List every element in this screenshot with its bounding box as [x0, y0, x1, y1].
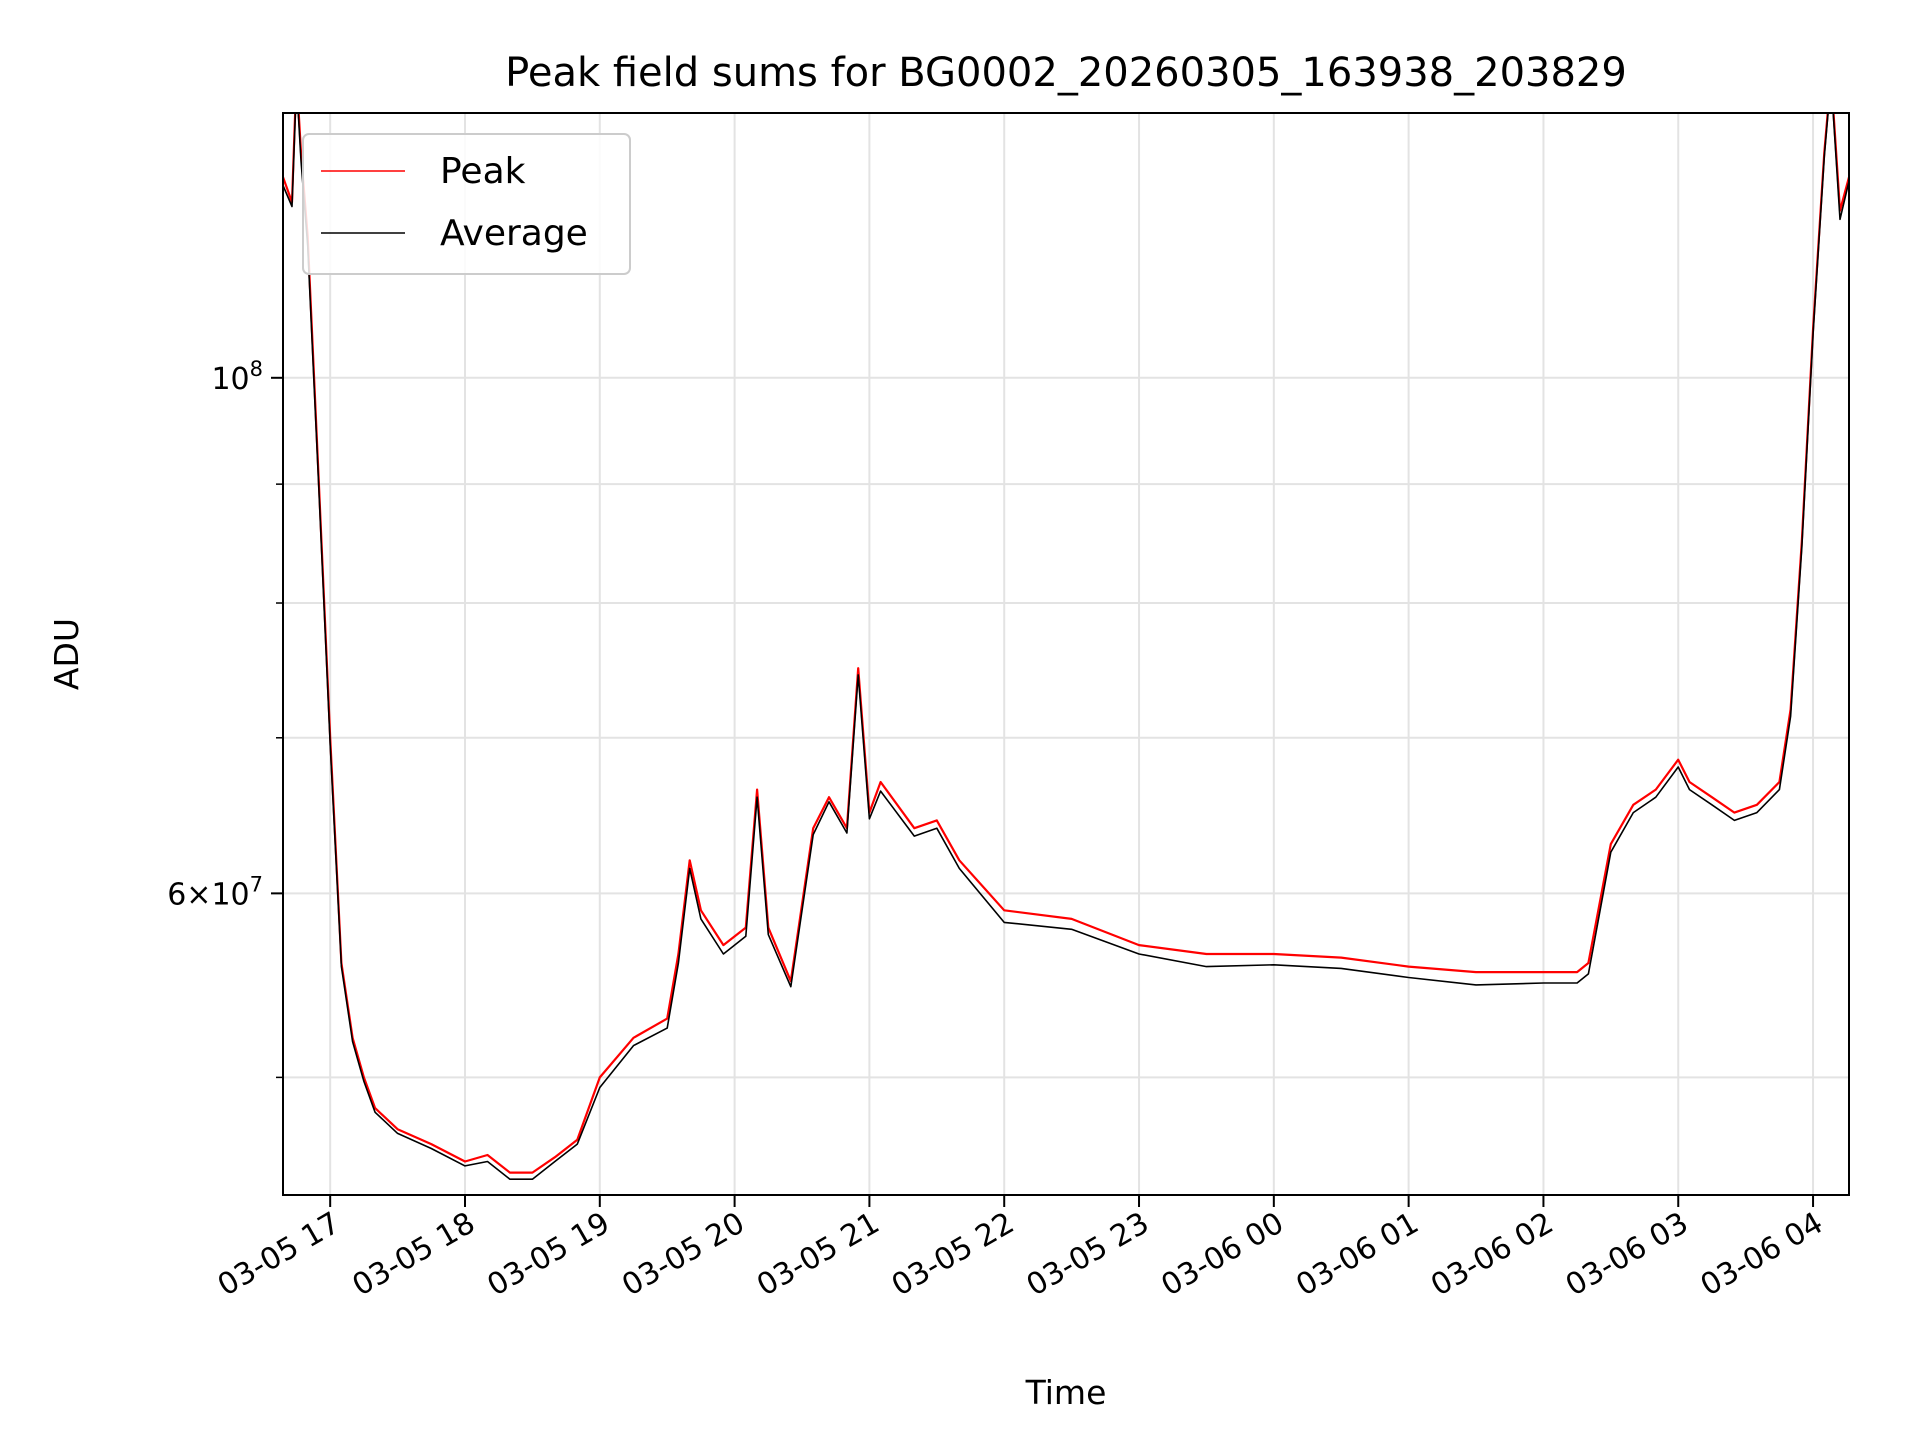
y-tick-label: 108 — [211, 357, 263, 397]
y-tick-label: 6×107 — [167, 872, 263, 912]
y-tick-exponent: 8 — [250, 357, 263, 381]
x-axis-label: Time — [1025, 1373, 1107, 1412]
y-tick-base: 10 — [211, 877, 249, 912]
chart-title: Peak field sums for BG0002_20260305_1639… — [505, 50, 1627, 96]
y-tick-mantissa: 6 — [167, 877, 186, 912]
series-line-average — [283, 113, 1849, 1180]
y-tick-exponent: 7 — [250, 872, 263, 896]
y-tick-base: 10 — [211, 362, 249, 397]
legend-label-peak: Peak — [440, 151, 526, 192]
legend-box — [302, 133, 631, 275]
y-tick-times: × — [186, 877, 211, 912]
y-axis-label: ADU — [47, 618, 86, 690]
plot-frame — [282, 112, 1850, 1196]
legend: Peak Average — [302, 133, 631, 275]
series-layer — [283, 113, 1849, 1180]
legend-label-average: Average — [440, 213, 588, 254]
grid — [283, 113, 1849, 1195]
